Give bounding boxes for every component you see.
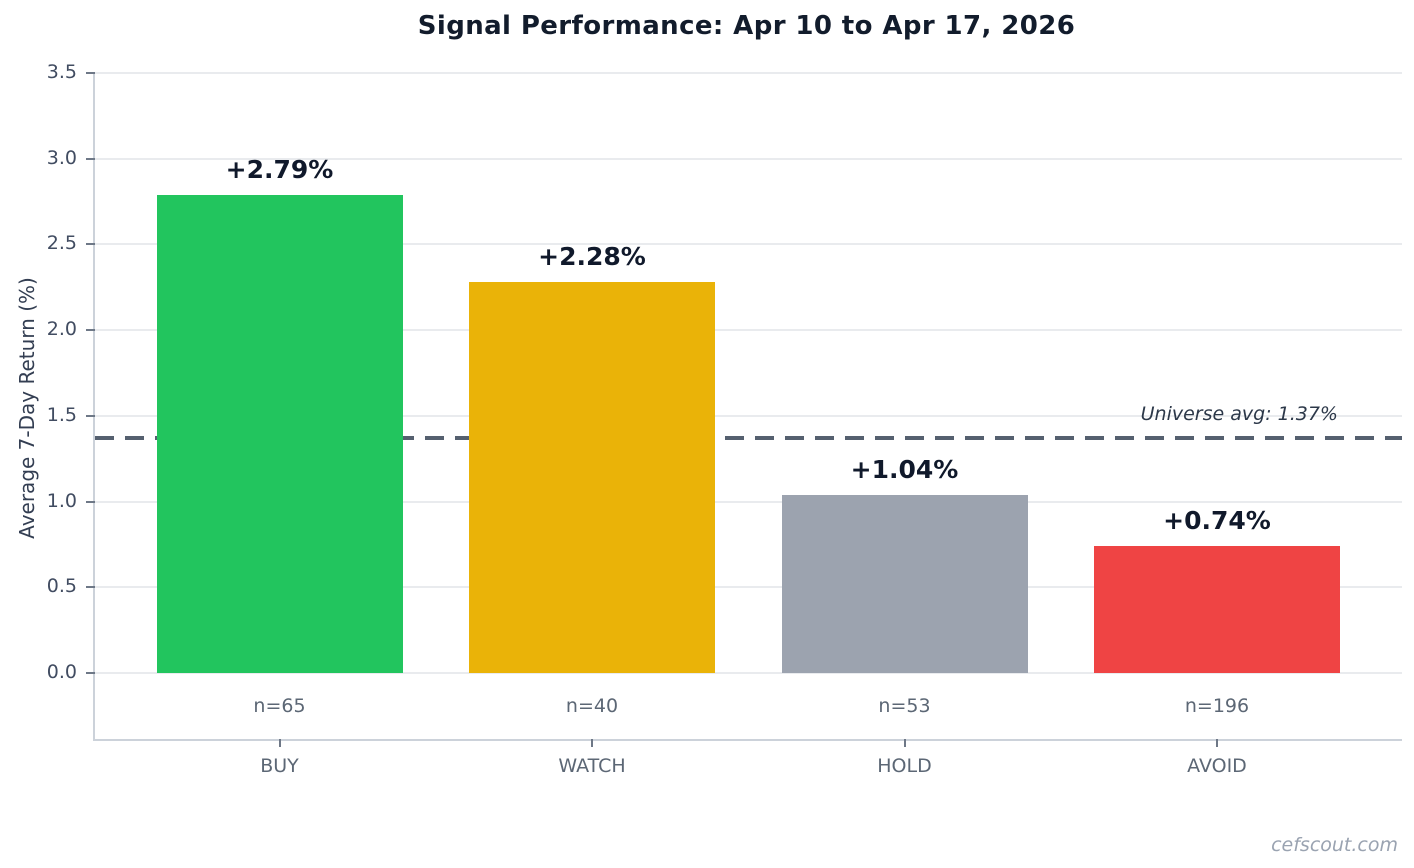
gridline bbox=[95, 329, 1402, 332]
x-tick bbox=[903, 739, 906, 747]
gridline bbox=[95, 72, 1402, 74]
bar-buy bbox=[156, 194, 403, 673]
y-tick-label: 3.0 bbox=[46, 146, 77, 169]
x-tick bbox=[1216, 739, 1218, 747]
x-tick bbox=[591, 739, 593, 747]
y-tick bbox=[86, 414, 95, 417]
gridline bbox=[95, 586, 1402, 589]
y-tick bbox=[86, 72, 95, 74]
bar-value-label: +1.04% bbox=[850, 454, 959, 484]
watermark: cefscout.com bbox=[1271, 834, 1398, 856]
plot-area: 3.5 3.0 2.5 2.0 1.5 1.0 0.5 0.0 +2.79% n=65 BUY +2… bbox=[47, 61, 1402, 777]
bar-value-label: +2.28% bbox=[538, 242, 646, 272]
y-tick-label: 2.0 bbox=[46, 318, 77, 341]
y-tick-label: 3.5 bbox=[46, 61, 77, 83]
bar-avoid bbox=[1094, 546, 1340, 673]
y-tick bbox=[86, 500, 95, 503]
bar-hold bbox=[781, 494, 1028, 673]
reference-line-label: Universe avg: 1.37% bbox=[1140, 403, 1338, 425]
bar-count-label: n=65 bbox=[253, 695, 306, 717]
y-tick-label: 1.0 bbox=[46, 489, 77, 512]
bar-watch bbox=[469, 282, 715, 673]
gridline bbox=[95, 243, 1402, 246]
x-category-label: HOLD bbox=[877, 755, 932, 777]
bar-count-label: n=53 bbox=[878, 695, 931, 717]
y-tick-label: 0.0 bbox=[46, 661, 77, 683]
x-category-label: BUY bbox=[260, 755, 299, 777]
bar-count-label: n=196 bbox=[1184, 695, 1250, 717]
gridline bbox=[95, 500, 1402, 503]
chart-title: Signal Performance: Apr 10 to Apr 17, 20… bbox=[417, 11, 1076, 41]
bar-value-label: +2.79% bbox=[225, 154, 334, 184]
x-tick bbox=[278, 739, 281, 747]
bar-count-label: n=40 bbox=[565, 695, 619, 717]
reference-line bbox=[95, 436, 1402, 441]
y-tick bbox=[86, 243, 95, 246]
gridline bbox=[95, 672, 1402, 674]
gridline bbox=[95, 414, 1402, 417]
x-category-label: AVOID bbox=[1187, 755, 1247, 777]
gridline bbox=[95, 157, 1402, 160]
bar-value-label: +0.74% bbox=[1163, 506, 1271, 536]
x-category-label: WATCH bbox=[558, 755, 626, 777]
y-tick-label: 1.5 bbox=[46, 403, 77, 426]
y-tick-label: 2.5 bbox=[46, 232, 77, 255]
y-tick bbox=[86, 672, 95, 674]
y-tick bbox=[86, 157, 95, 160]
y-tick bbox=[86, 329, 95, 332]
y-tick bbox=[86, 586, 95, 589]
y-tick-label: 0.5 bbox=[46, 575, 77, 598]
